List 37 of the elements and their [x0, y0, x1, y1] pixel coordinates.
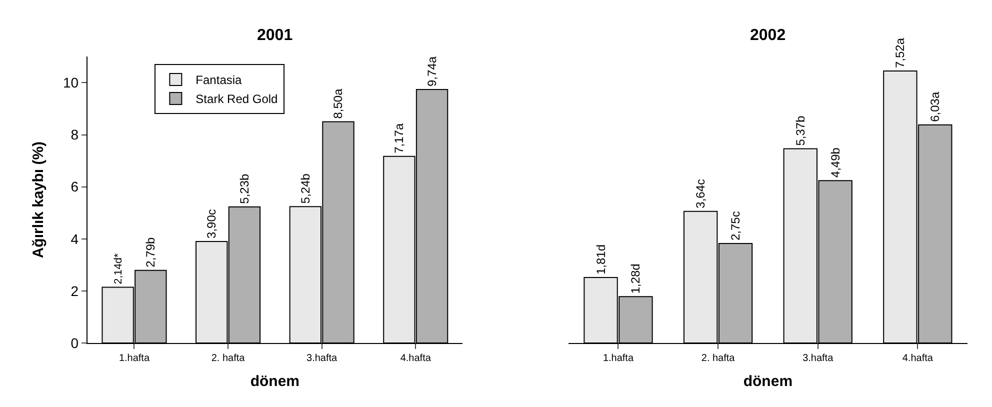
x-tick-label: 1.hafta: [602, 352, 634, 364]
x-axis-title: dönem: [250, 372, 300, 390]
data-label: 6,03a: [928, 92, 942, 122]
data-label: 7,52a: [893, 38, 908, 68]
y-tick-label: 4: [70, 230, 79, 247]
y-tick-label: 8: [70, 126, 79, 143]
data-label: 2,79b: [144, 236, 158, 268]
legend-label: Fantasia: [196, 73, 242, 88]
data-label: 1,28d: [628, 264, 643, 294]
data-label: 1,81d: [594, 244, 608, 274]
x-tick-label: 3.hafta: [306, 352, 338, 364]
data-label: 5,23b: [237, 174, 252, 204]
x-tick-label: 4.hafta: [400, 352, 432, 364]
data-label: 5,37b: [793, 115, 808, 146]
data-label: 2,14d*: [112, 253, 124, 284]
x-tick-label: 1.hafta: [118, 352, 150, 364]
y-tick-label: 2: [70, 282, 79, 299]
data-label: 3,64c: [694, 178, 708, 208]
chart-title: 2001: [257, 27, 293, 44]
x-tick-label: 3.hafta: [802, 352, 834, 364]
y-tick-label: 10: [62, 74, 79, 91]
data-label: 9,74a: [425, 56, 440, 86]
data-label: 2,75c: [728, 211, 743, 241]
x-tick-label: 4.hafta: [902, 352, 934, 364]
x-tick-label: 2. hafta: [211, 352, 246, 364]
data-label: 3,90c: [204, 209, 219, 238]
x-tick-label: 2. hafta: [701, 352, 736, 364]
y-tick-label: 0: [70, 334, 79, 351]
y-tick-label: 6: [70, 178, 79, 195]
data-label: 4,49b: [828, 147, 842, 178]
data-label: 7,17a: [392, 123, 406, 154]
y-axis-title: Ağırlık kaybı (%): [30, 141, 48, 258]
chart-title: 2002: [750, 27, 786, 44]
data-label: 8,50a: [331, 88, 346, 119]
legend-label: Stark Red Gold: [196, 92, 278, 106]
data-label: 5,24b: [298, 173, 312, 204]
x-axis-title: dönem: [743, 372, 793, 390]
